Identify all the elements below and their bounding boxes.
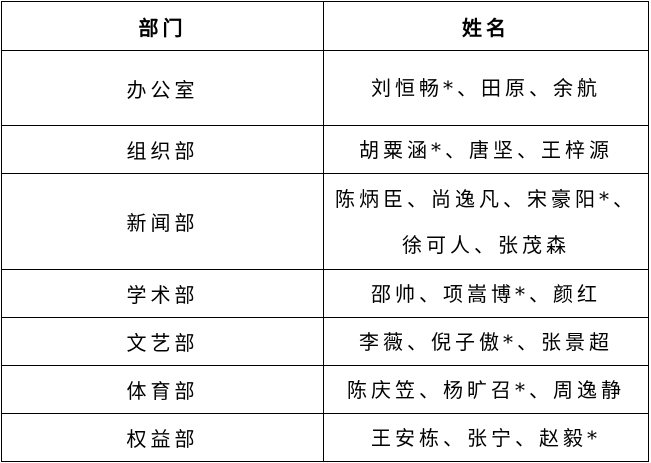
department-cell: 学术部 [1,269,324,318]
names-cell: 邵帅、项嵩博*、颜红 [323,269,649,318]
table-row: 办公室 刘恒畅*、田原、余航 [1,50,649,126]
names-line: 陈炳臣、尚逸凡、宋豪阳*、 [335,186,637,211]
table-row: 文艺部 李薇、倪子傲*、张景超 [1,317,649,366]
table-row: 权益部 王安栋、张宁、赵毅* [1,413,649,462]
names-cell: 刘恒畅*、田原、余航 [323,50,649,126]
department-cell: 新闻部 [1,173,324,270]
names-cell: 李薇、倪子傲*、张景超 [323,317,649,366]
names-line: 李薇、倪子傲*、张景超 [359,329,613,354]
header-names: 姓名 [323,1,649,51]
names-line: 徐可人、张茂森 [402,232,570,257]
names-line: 邵帅、项嵩博*、颜红 [371,281,601,306]
names-cell: 王安栋、张宁、赵毅* [323,413,649,462]
table-row: 体育部 陈庆笠、杨旷召*、周逸静 [1,365,649,414]
names-line: 王安栋、张宁、赵毅* [371,425,601,450]
names-line: 陈庆笠、杨旷召*、周逸静 [347,377,625,402]
department-cell: 组织部 [1,125,324,174]
names-line: 胡粟涵*、唐坚、王梓源 [359,137,613,162]
department-cell: 文艺部 [1,317,324,366]
names-cell: 陈庆笠、杨旷召*、周逸静 [323,365,649,414]
table-row: 新闻部 陈炳臣、尚逸凡、宋豪阳*、 徐可人、张茂森 [1,173,649,270]
department-cell: 办公室 [1,50,324,126]
header-department: 部门 [1,1,324,51]
table-row: 组织部 胡粟涵*、唐坚、王梓源 [1,125,649,174]
department-cell: 权益部 [1,413,324,462]
names-cell: 胡粟涵*、唐坚、王梓源 [323,125,649,174]
department-cell: 体育部 [1,365,324,414]
header-row: 部门 姓名 [1,1,649,51]
names-line: 刘恒畅*、田原、余航 [371,76,601,100]
names-cell: 陈炳臣、尚逸凡、宋豪阳*、 徐可人、张茂森 [323,173,649,270]
table-row: 学术部 邵帅、项嵩博*、颜红 [1,269,649,318]
